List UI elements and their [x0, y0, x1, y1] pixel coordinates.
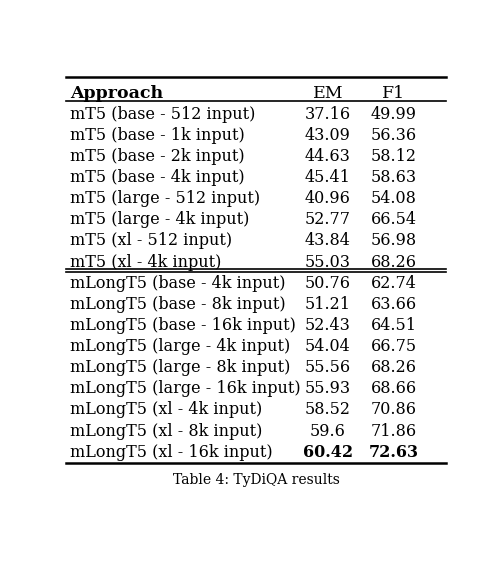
Text: mLongT5 (xl - 4k input): mLongT5 (xl - 4k input) — [70, 401, 262, 419]
Text: 64.51: 64.51 — [371, 317, 417, 334]
Text: mT5 (xl - 512 input): mT5 (xl - 512 input) — [70, 232, 232, 249]
Text: mT5 (base - 4k input): mT5 (base - 4k input) — [70, 169, 245, 186]
Text: mLongT5 (large - 8k input): mLongT5 (large - 8k input) — [70, 359, 290, 376]
Text: 72.63: 72.63 — [369, 444, 419, 461]
Text: 45.41: 45.41 — [305, 169, 351, 186]
Text: 66.54: 66.54 — [371, 211, 417, 228]
Text: 43.84: 43.84 — [305, 232, 351, 249]
Text: mLongT5 (xl - 8k input): mLongT5 (xl - 8k input) — [70, 423, 262, 440]
Text: mLongT5 (base - 4k input): mLongT5 (base - 4k input) — [70, 274, 286, 291]
Text: 54.04: 54.04 — [305, 338, 351, 355]
Text: 51.21: 51.21 — [305, 296, 351, 313]
Text: 58.52: 58.52 — [305, 401, 351, 419]
Text: 56.36: 56.36 — [371, 127, 417, 144]
Text: 71.86: 71.86 — [371, 423, 417, 440]
Text: mT5 (xl - 4k input): mT5 (xl - 4k input) — [70, 253, 222, 270]
Text: 55.56: 55.56 — [305, 359, 351, 376]
Text: 50.76: 50.76 — [305, 274, 351, 291]
Text: mT5 (base - 1k input): mT5 (base - 1k input) — [70, 127, 245, 144]
Text: 60.42: 60.42 — [303, 444, 353, 461]
Text: 62.74: 62.74 — [371, 274, 417, 291]
Text: 37.16: 37.16 — [305, 106, 351, 123]
Text: Table 4: TyDiQA results: Table 4: TyDiQA results — [173, 473, 340, 487]
Text: mT5 (large - 4k input): mT5 (large - 4k input) — [70, 211, 250, 228]
Text: mLongT5 (large - 16k input): mLongT5 (large - 16k input) — [70, 380, 301, 397]
Text: mT5 (base - 512 input): mT5 (base - 512 input) — [70, 106, 256, 123]
Text: 55.93: 55.93 — [305, 380, 351, 397]
Text: 68.26: 68.26 — [371, 359, 417, 376]
Text: 63.66: 63.66 — [371, 296, 417, 313]
Text: 68.66: 68.66 — [371, 380, 417, 397]
Text: 54.08: 54.08 — [371, 190, 417, 207]
Text: 44.63: 44.63 — [305, 148, 351, 165]
Text: mLongT5 (base - 16k input): mLongT5 (base - 16k input) — [70, 317, 296, 334]
Text: mLongT5 (xl - 16k input): mLongT5 (xl - 16k input) — [70, 444, 273, 461]
Text: 68.26: 68.26 — [371, 253, 417, 270]
Text: 56.98: 56.98 — [371, 232, 417, 249]
Text: 66.75: 66.75 — [371, 338, 417, 355]
Text: 43.09: 43.09 — [305, 127, 351, 144]
Text: 40.96: 40.96 — [305, 190, 351, 207]
Text: 55.03: 55.03 — [305, 253, 351, 270]
Text: mLongT5 (base - 8k input): mLongT5 (base - 8k input) — [70, 296, 286, 313]
Text: mT5 (large - 512 input): mT5 (large - 512 input) — [70, 190, 260, 207]
Text: 58.63: 58.63 — [371, 169, 417, 186]
Text: 70.86: 70.86 — [371, 401, 417, 419]
Text: 52.43: 52.43 — [305, 317, 351, 334]
Text: 59.6: 59.6 — [310, 423, 346, 440]
Text: mLongT5 (large - 4k input): mLongT5 (large - 4k input) — [70, 338, 290, 355]
Text: 52.77: 52.77 — [305, 211, 351, 228]
Text: 49.99: 49.99 — [371, 106, 417, 123]
Text: 58.12: 58.12 — [371, 148, 417, 165]
Text: F1: F1 — [382, 85, 406, 102]
Text: Approach: Approach — [70, 85, 164, 102]
Text: mT5 (base - 2k input): mT5 (base - 2k input) — [70, 148, 245, 165]
Text: EM: EM — [312, 85, 343, 102]
